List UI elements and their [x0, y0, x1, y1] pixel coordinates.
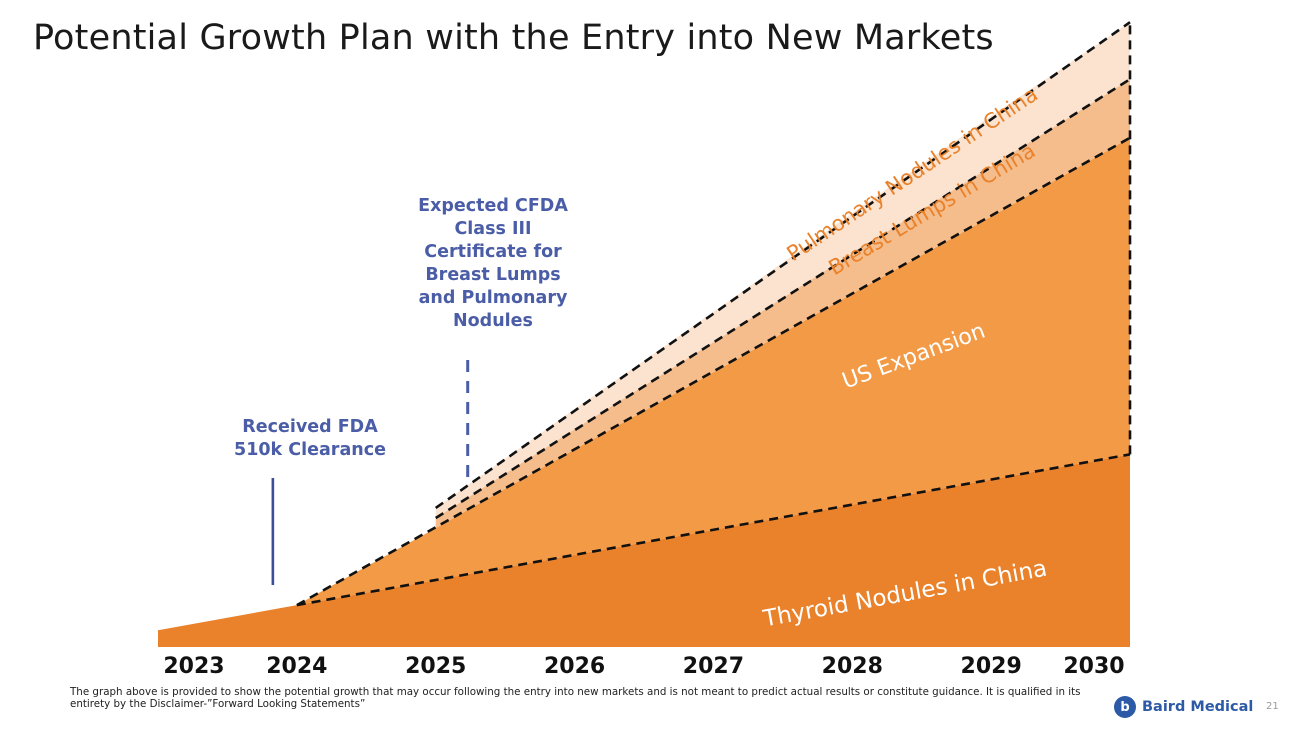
x-tick-label: 2024 — [266, 654, 327, 679]
area-0 — [158, 454, 1130, 647]
x-tick-label: 2025 — [405, 654, 466, 679]
page-title: Potential Growth Plan with the Entry int… — [33, 18, 994, 58]
logo-text: Baird Medical — [1142, 699, 1254, 715]
chart-markers — [271, 360, 470, 585]
x-tick-label: 2029 — [961, 654, 1022, 679]
area-1 — [296, 137, 1130, 606]
annotation-fda: Received FDA 510k Clearance — [234, 417, 386, 460]
x-axis-ticks: 2023 2024 2025 2026 2027 2028 2029 2030 — [163, 654, 1124, 679]
page-number: 21 — [1266, 701, 1279, 712]
boundary-line-1 — [296, 136, 1131, 607]
disclaimer-text: The graph above is provided to show the … — [70, 686, 1081, 710]
boundary-line-3 — [434, 21, 1131, 510]
area-3 — [435, 22, 1130, 519]
x-tick-label: 2026 — [544, 654, 605, 679]
chart-areas — [158, 21, 1132, 647]
x-tick-label: 2028 — [822, 654, 883, 679]
boundary-line-0 — [296, 453, 1131, 607]
logo: b Baird Medical — [1114, 696, 1253, 718]
x-tick-label: 2023 — [163, 654, 224, 679]
boundary-line-2 — [435, 78, 1131, 520]
annotation-cfda: Expected CFDA Class III Certificate for … — [418, 196, 568, 331]
area-2 — [435, 79, 1130, 529]
x-tick-label: 2027 — [683, 654, 744, 679]
x-tick-label: 2030 — [1063, 654, 1124, 679]
logo-icon: b — [1114, 696, 1136, 718]
